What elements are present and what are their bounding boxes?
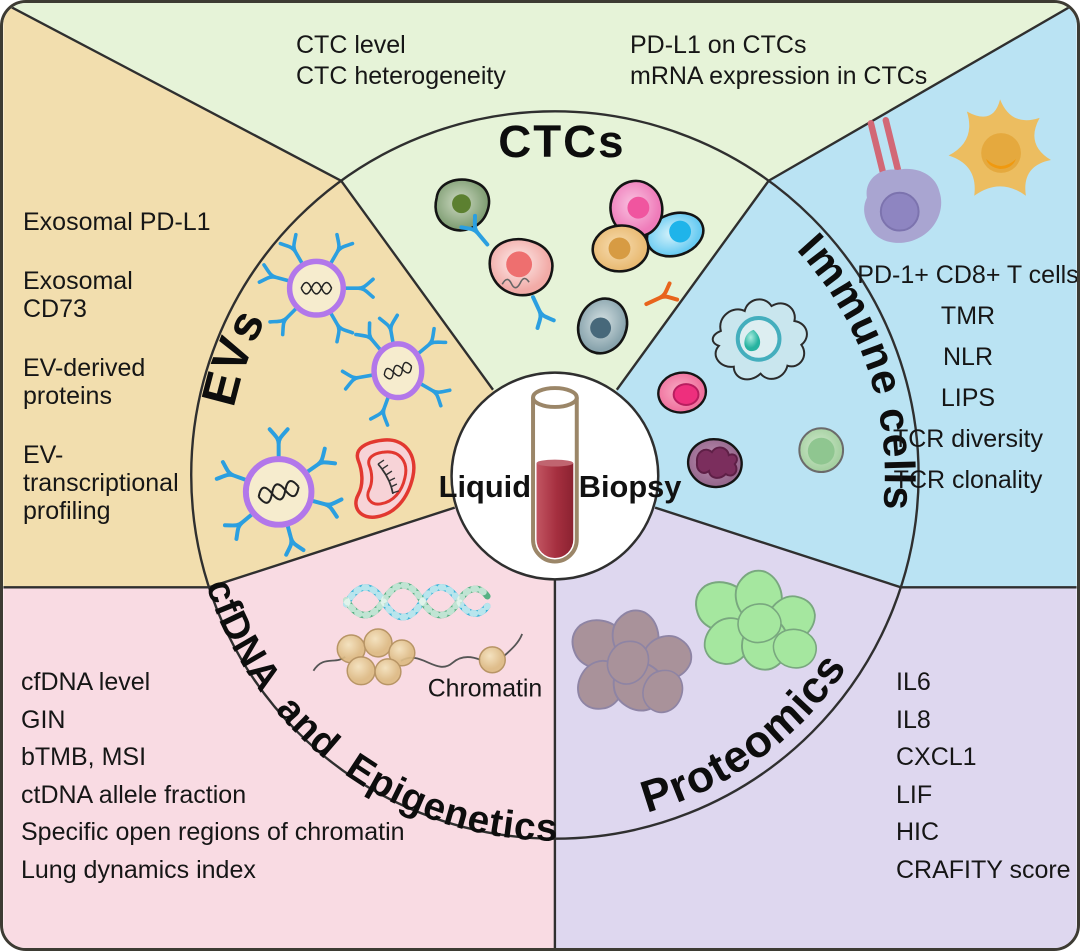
region-evs [3, 3, 555, 588]
region-immune [554, 3, 1077, 588]
note-line: ctDNA allele fraction [21, 780, 247, 809]
exosome-vesicle-icon [257, 232, 375, 344]
microvesicle-red-icon [354, 438, 416, 519]
note-line: profiling [23, 497, 111, 525]
note-line: PD-L1 on CTCs [630, 31, 807, 59]
note-line: TCR clonality [893, 466, 1043, 494]
note-line: CRAFITY score [896, 855, 1071, 884]
nk-green-cell-icon [798, 427, 845, 474]
evs-notes: Exosomal PD-L1 Exosomal CD73 EV-derived … [23, 208, 211, 556]
pd1-t-cell-icon [864, 117, 942, 243]
note-line: CTC heterogeneity [296, 62, 506, 90]
note-line: Specific open regions of chromatin [21, 818, 405, 847]
note-line: CD73 [23, 295, 87, 323]
diagram-canvas: Chromatin Liquid Biopsy CTCs Immune cell… [3, 3, 1077, 948]
center-label-biopsy: Biopsy [579, 469, 682, 504]
exosome-vesicle-icon [214, 427, 344, 557]
note-line: PD-1+ CD8+ T cells [857, 261, 1079, 289]
note-line: EV-derived [23, 354, 146, 382]
lymphocyte-pink-cell-icon [657, 371, 708, 414]
note-line: transcriptional [23, 469, 179, 497]
ctc-green-tumor-cell-icon [434, 178, 491, 232]
ctcs-notes-right: PD-L1 on CTCs mRNA expression in CTCs [630, 30, 927, 92]
note-line: LIPS [940, 384, 996, 412]
dendritic-like-cell-icon [711, 298, 808, 381]
note-line: NLR [942, 343, 993, 371]
note-line: mRNA expression in CTCs [630, 62, 928, 90]
test-tube-icon [531, 386, 579, 564]
dna-helix-icon [343, 582, 491, 621]
center-label-liquid: Liquid [439, 469, 531, 504]
dendritic-star-cell-icon [948, 99, 1051, 196]
ctcs-notes-left: CTC level CTC heterogeneity [296, 30, 506, 92]
monocyte-cell-icon [686, 437, 743, 489]
sector-label-ctcs: CTCs [498, 116, 625, 167]
proteomics-notes: IL6 IL8 CXCL1 LIF HIC CRAFITY score [896, 664, 1071, 890]
sector-dividers [3, 3, 1077, 948]
note-line: Exosomal [23, 267, 133, 295]
note-line: LIF [896, 780, 933, 809]
note-line: Exosomal PD-L1 [23, 208, 211, 236]
note-line: TMR [940, 302, 996, 330]
ctc-gray-cell-icon [576, 281, 680, 355]
note-line: GIN [21, 705, 66, 734]
note-line: cfDNA level [21, 668, 151, 696]
region-ctcs [3, 3, 1077, 476]
note-line: TCR diversity [892, 425, 1043, 453]
chromatin-beads-icon [312, 628, 523, 686]
note-line: IL6 [896, 668, 931, 696]
note-line: IL8 [896, 705, 931, 734]
note-line: CTC level [296, 31, 406, 59]
chromatin-label: Chromatin [428, 676, 543, 703]
note-line: proteins [23, 382, 112, 410]
ctc-pink-tumor-cell-icon [459, 213, 556, 330]
note-line: Lung dynamics index [21, 855, 256, 884]
exosome-vesicle-icon [340, 313, 452, 427]
cfdna-notes: cfDNA level GIN bTMB, MSI ctDNA allele f… [21, 664, 405, 890]
note-line: CXCL1 [896, 743, 977, 772]
region-proteomics [554, 475, 1077, 948]
note-line: HIC [896, 818, 940, 847]
note-line: EV- [23, 441, 64, 469]
note-line: bTMB, MSI [21, 743, 147, 772]
immune-notes: PD-1+ CD8+ T cells TMR NLR LIPS TCR dive… [853, 255, 1079, 501]
ctc-cluster-icon [591, 179, 705, 273]
